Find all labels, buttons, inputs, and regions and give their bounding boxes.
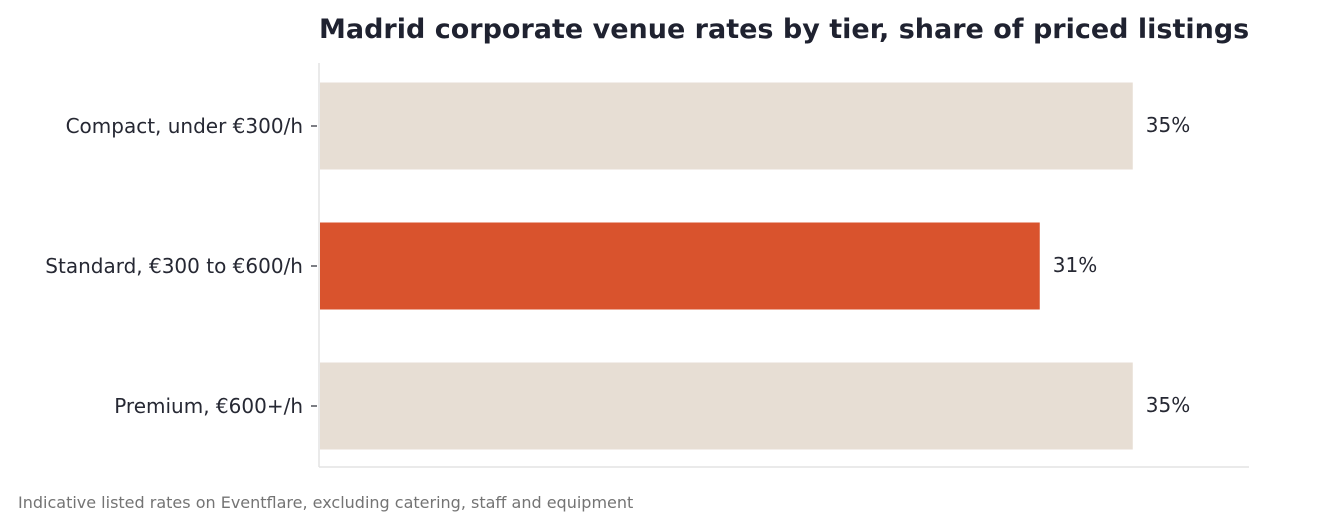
value-label-3: 35% <box>1146 393 1190 417</box>
chart-footnote: Indicative listed rates on Eventflare, e… <box>18 493 634 512</box>
bars <box>320 82 1133 450</box>
category-label-3: Premium, €600+/h <box>114 394 303 418</box>
category-labels: Compact, under €300/h Standard, €300 to €… <box>45 114 317 418</box>
value-label-2: 31% <box>1053 253 1097 277</box>
category-label-1: Compact, under €300/h <box>66 114 303 138</box>
axes <box>318 63 1249 468</box>
value-label-1: 35% <box>1146 113 1190 137</box>
value-labels: 35% 31% 35% <box>1053 113 1190 417</box>
bar-2 <box>320 222 1040 310</box>
bar-1 <box>320 82 1133 170</box>
bar-3 <box>320 362 1133 450</box>
category-label-2: Standard, €300 to €600/h <box>45 254 303 278</box>
chart-title: Madrid corporate venue rates by tier, sh… <box>319 14 1249 45</box>
